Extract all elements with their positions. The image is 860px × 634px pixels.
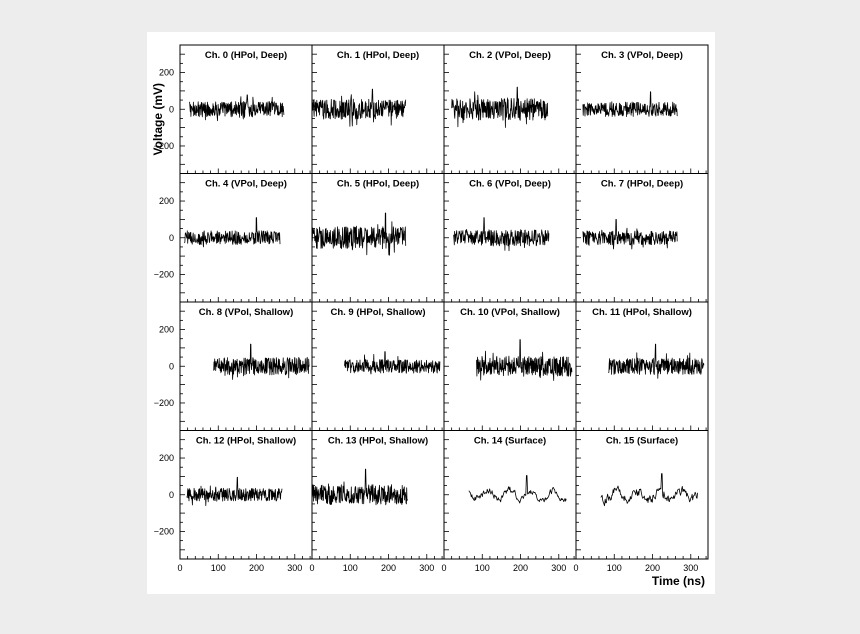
channel-panel: Ch. 13 (HPol, Shallow) 0 100 200 300 xyxy=(309,430,445,573)
panel-title: Ch. 13 (HPol, Shallow) xyxy=(328,436,428,447)
x-tick-label: 0 xyxy=(309,563,314,573)
y-tick-label: 0 xyxy=(169,361,174,371)
y-tick-label: −200 xyxy=(154,141,174,151)
x-tick-label: 0 xyxy=(573,563,578,573)
panel-title: Ch. 4 (VPol, Deep) xyxy=(205,179,287,190)
x-axis-title: Time (ns) xyxy=(652,574,705,588)
waveform-chart: Ch. 0 (HPol, Deep) 200 0 −200 Ch. 1 (HPol, D… xyxy=(151,44,709,588)
x-tick-label: 100 xyxy=(211,563,226,573)
channel-panel: Ch. 5 (HPol, Deep) xyxy=(311,173,445,303)
channel-panel: Ch. 2 (VPol, Deep) xyxy=(443,44,577,174)
channel-panel: Ch. 3 (VPol, Deep) xyxy=(575,44,709,174)
waveform-trace xyxy=(213,343,310,380)
waveform-trace xyxy=(344,351,441,375)
x-tick-label: 300 xyxy=(551,563,566,573)
x-tick-label: 200 xyxy=(381,563,396,573)
waveform-trace xyxy=(476,339,573,381)
y-tick-label: 200 xyxy=(159,196,174,206)
x-tick-label: 100 xyxy=(343,563,358,573)
channel-panel: Ch. 6 (VPol, Deep) xyxy=(443,173,577,303)
panel-title: Ch. 15 (Surface) xyxy=(606,436,678,447)
waveform-trace xyxy=(453,217,550,252)
waveform-trace xyxy=(451,86,549,128)
waveform-figure: Ch. 0 (HPol, Deep) 200 0 −200 Ch. 1 (HPol, D… xyxy=(147,32,715,594)
waveform-trace xyxy=(582,219,678,250)
panel-title: Ch. 3 (VPol, Deep) xyxy=(601,50,683,61)
x-tick-label: 100 xyxy=(475,563,490,573)
channel-panel: Ch. 9 (HPol, Shallow) xyxy=(311,301,445,431)
waveform-trace xyxy=(311,88,407,127)
y-tick-label: −200 xyxy=(154,526,174,536)
x-tick-label: 300 xyxy=(683,563,698,573)
channel-panel: Ch. 8 (VPol, Shallow) 200 0 −200 xyxy=(154,301,313,431)
waveform-trace xyxy=(189,94,285,122)
channel-panel: Ch. 4 (VPol, Deep) 200 0 −200 xyxy=(154,173,313,303)
y-tick-label: 0 xyxy=(169,490,174,500)
panel-frame xyxy=(311,173,445,303)
panel-title: Ch. 5 (HPol, Deep) xyxy=(337,179,419,190)
channel-panel: Ch. 10 (VPol, Shallow) xyxy=(443,301,577,431)
panel-title: Ch. 1 (HPol, Deep) xyxy=(337,50,419,61)
channel-panel: Ch. 0 (HPol, Deep) 200 0 −200 xyxy=(154,44,313,174)
panel-title: Ch. 14 (Surface) xyxy=(474,436,546,447)
waveform-trace xyxy=(311,468,408,506)
x-tick-label: 300 xyxy=(287,563,302,573)
x-tick-label: 100 xyxy=(607,563,622,573)
panel-title: Ch. 9 (HPol, Shallow) xyxy=(330,307,425,318)
waveform-trace xyxy=(186,476,283,506)
waveform-trace xyxy=(311,212,407,256)
x-tick-label: 0 xyxy=(177,563,182,573)
waveform-trace xyxy=(184,217,281,248)
panel-title: Ch. 7 (HPol, Deep) xyxy=(601,179,683,190)
panel-title: Ch. 10 (VPol, Shallow) xyxy=(460,307,560,318)
x-tick-label: 300 xyxy=(419,563,434,573)
y-axis-title: Voltage (mV) xyxy=(151,83,165,155)
x-tick-label: 200 xyxy=(249,563,264,573)
y-tick-label: 0 xyxy=(169,233,174,243)
y-tick-label: −200 xyxy=(154,269,174,279)
waveform-trace xyxy=(600,473,698,507)
panel-frame xyxy=(443,430,577,560)
channel-panel: Ch. 12 (HPol, Shallow) 200 0 −200 0 100 200 300 xyxy=(154,430,313,573)
x-tick-label: 0 xyxy=(441,563,446,573)
waveform-trace xyxy=(582,91,678,117)
waveform-trace xyxy=(468,475,567,504)
channel-panel: Ch. 15 (Surface) 0 100 200 300 xyxy=(573,430,709,573)
panel-title: Ch. 8 (VPol, Shallow) xyxy=(199,307,293,318)
y-tick-label: 0 xyxy=(169,104,174,114)
y-tick-label: −200 xyxy=(154,398,174,408)
panel-title: Ch. 6 (VPol, Deep) xyxy=(469,179,551,190)
x-tick-label: 200 xyxy=(645,563,660,573)
channel-panel: Ch. 14 (Surface) 0 100 200 300 xyxy=(441,430,577,573)
waveform-trace xyxy=(608,343,705,379)
y-tick-label: 200 xyxy=(159,68,174,78)
panel-title: Ch. 2 (VPol, Deep) xyxy=(469,50,551,61)
panel-title: Ch. 11 (HPol, Shallow) xyxy=(592,307,692,318)
y-tick-label: 200 xyxy=(159,325,174,335)
channel-panel: Ch. 1 (HPol, Deep) xyxy=(311,44,445,174)
channel-panel: Ch. 11 (HPol, Shallow) xyxy=(575,301,709,431)
panel-title: Ch. 0 (HPol, Deep) xyxy=(205,50,287,61)
x-tick-label: 200 xyxy=(513,563,528,573)
panel-title: Ch. 12 (HPol, Shallow) xyxy=(196,436,296,447)
y-tick-label: 200 xyxy=(159,453,174,463)
channel-panel: Ch. 7 (HPol, Deep) xyxy=(575,173,709,303)
